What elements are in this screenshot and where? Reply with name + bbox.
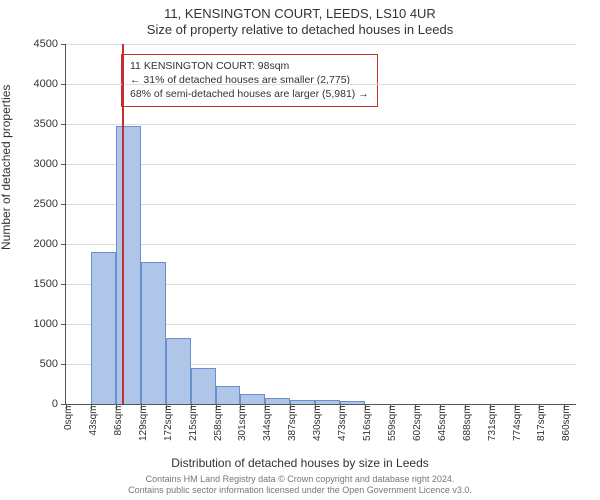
grid-line (66, 84, 576, 85)
x-tick-label: 473sqm (337, 405, 348, 441)
x-tick-label: 172sqm (163, 405, 174, 441)
chart-title-address: 11, KENSINGTON COURT, LEEDS, LS10 4UR (0, 6, 600, 21)
x-tick-label: 645sqm (437, 405, 448, 441)
histogram-bar (265, 398, 290, 404)
y-axis-label: Number of detached properties (0, 85, 13, 250)
y-tick-label: 4000 (34, 78, 66, 90)
x-tick-label: 301sqm (237, 405, 248, 441)
chart-footer: Contains HM Land Registry data © Crown c… (0, 474, 600, 496)
x-tick-label: 602sqm (412, 405, 423, 441)
legend-line-smaller: ← 31% of detached houses are smaller (2,… (130, 73, 369, 87)
x-tick-label: 215sqm (188, 405, 199, 441)
y-tick-label: 500 (40, 358, 66, 370)
y-tick-label: 4500 (34, 38, 66, 50)
legend-line-property: 11 KENSINGTON COURT: 98sqm (130, 59, 369, 73)
x-tick-label: 559sqm (387, 405, 398, 441)
x-tick-label: 344sqm (262, 405, 273, 441)
x-tick-label: 430sqm (312, 405, 323, 441)
histogram-bar (315, 400, 340, 404)
x-tick-label: 43sqm (88, 405, 99, 435)
y-tick-label: 3000 (34, 158, 66, 170)
grid-line (66, 124, 576, 125)
x-axis-label: Distribution of detached houses by size … (0, 456, 600, 470)
chart-plot-area: 11 KENSINGTON COURT: 98sqm ← 31% of deta… (65, 44, 576, 405)
histogram-bar (240, 394, 265, 404)
x-tick-label: 860sqm (561, 405, 572, 441)
grid-line (66, 244, 576, 245)
histogram-bar (191, 368, 216, 404)
histogram-bar (116, 126, 141, 404)
legend-line-larger: 68% of semi-detached houses are larger (… (130, 87, 369, 101)
y-tick-label: 2500 (34, 198, 66, 210)
grid-line (66, 44, 576, 45)
grid-line (66, 164, 576, 165)
x-tick-label: 774sqm (512, 405, 523, 441)
histogram-bar (141, 262, 166, 404)
chart-legend: 11 KENSINGTON COURT: 98sqm ← 31% of deta… (121, 54, 378, 107)
histogram-bar (91, 252, 116, 404)
x-tick-label: 258sqm (213, 405, 224, 441)
y-tick-label: 1000 (34, 318, 66, 330)
x-tick-label: 731sqm (487, 405, 498, 441)
x-tick-label: 688sqm (462, 405, 473, 441)
grid-line (66, 204, 576, 205)
x-tick-label: 0sqm (63, 406, 74, 430)
x-tick-label: 129sqm (138, 405, 149, 441)
x-tick-label: 86sqm (113, 405, 124, 435)
footer-line-2: Contains public sector information licen… (0, 485, 600, 496)
property-marker-line (122, 44, 124, 404)
chart-title-description: Size of property relative to detached ho… (0, 22, 600, 37)
histogram-bar (290, 400, 315, 404)
y-tick-label: 2000 (34, 238, 66, 250)
histogram-bar (166, 338, 191, 404)
histogram-bar (216, 386, 241, 404)
x-tick-label: 516sqm (362, 405, 373, 441)
y-tick-label: 1500 (34, 278, 66, 290)
x-tick-label: 387sqm (287, 405, 298, 441)
x-tick-label: 817sqm (536, 405, 547, 441)
footer-line-1: Contains HM Land Registry data © Crown c… (0, 474, 600, 485)
histogram-bar (340, 401, 365, 404)
y-tick-label: 3500 (34, 118, 66, 130)
